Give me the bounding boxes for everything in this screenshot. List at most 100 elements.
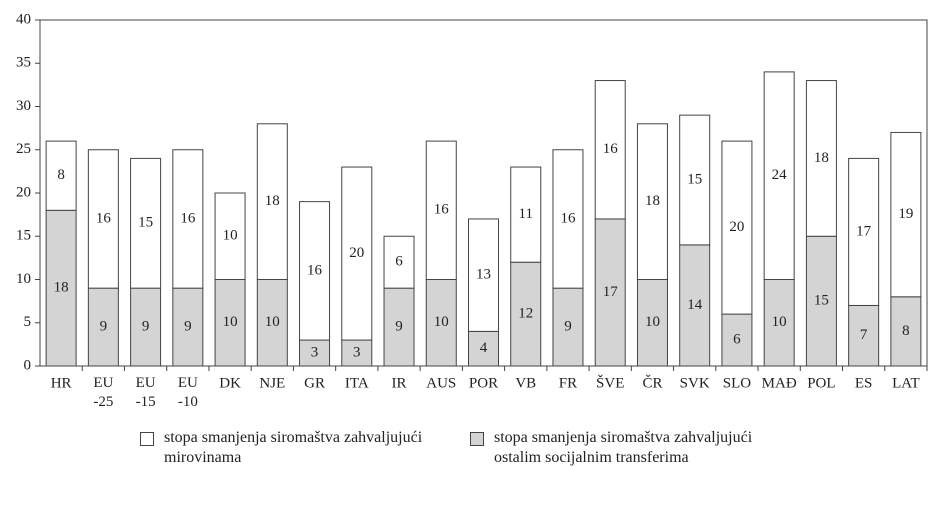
data-label: 6 [395, 254, 403, 270]
y-tick-label: 35 [16, 55, 31, 71]
chart: 0 5 10 15 20 25 30 35 40 HR 18 8 EU -25 9 16 EU -15 9 15 EU -… [16, 11, 928, 410]
bar-segment [425, 140, 457, 280]
data-label: 10 [223, 314, 238, 330]
bar-segment [383, 235, 415, 289]
bar-segment [594, 80, 626, 220]
data-label: 20 [349, 245, 364, 261]
data-label: 16 [96, 210, 112, 226]
data-label: 18 [645, 193, 660, 209]
data-label: 16 [560, 210, 576, 226]
x-tick-label: ITA [345, 375, 369, 391]
bar-segment [130, 157, 162, 289]
data-label: 11 [519, 206, 533, 222]
y-tick-label: 25 [16, 141, 31, 157]
x-tick-label: GR [304, 375, 325, 391]
legend-label: stopa smanjenja siromaštva zahvaljujući … [494, 429, 753, 466]
y-tick-label: 30 [16, 98, 31, 114]
bar-segment [510, 166, 542, 263]
bar-segment [341, 166, 373, 341]
bar-segment [299, 201, 331, 341]
data-label: 9 [564, 319, 572, 335]
x-tick-label: NJE [259, 375, 285, 391]
data-label: 3 [311, 344, 319, 360]
bar-segment [214, 279, 246, 367]
data-label: 17 [856, 223, 872, 239]
data-label: 9 [184, 319, 192, 335]
data-label: 24 [772, 167, 788, 183]
x-tick-label: EU -15 [136, 375, 156, 410]
bar-segment [679, 114, 711, 246]
legend-swatch [470, 432, 484, 446]
data-label: 18 [814, 150, 829, 166]
data-label: 10 [223, 228, 238, 244]
bar-segment [383, 287, 415, 367]
y-tick-label: 5 [24, 314, 32, 330]
bar-segment [805, 235, 837, 367]
data-label: 16 [307, 262, 323, 278]
bar-segment [636, 123, 668, 280]
data-label: 17 [603, 284, 619, 300]
bar-segment [87, 149, 119, 289]
bar-segment [721, 140, 753, 315]
x-tick-label: VB [515, 375, 536, 391]
bar-segment [594, 218, 626, 367]
bar-segment [341, 339, 373, 367]
data-label: 20 [729, 219, 744, 235]
data-label: 19 [898, 206, 913, 222]
bar-segment [172, 149, 204, 289]
legend-label: stopa smanjenja siromaštva zahvaljujući … [164, 429, 423, 466]
legend-swatch [140, 432, 154, 446]
plot-frame [39, 19, 928, 367]
bar-segment [679, 244, 711, 367]
x-tick-label: LAT [892, 375, 920, 391]
data-label: 8 [57, 167, 65, 183]
bar-segment [214, 192, 246, 280]
y-tick-label: 0 [24, 357, 32, 373]
data-label: 3 [353, 344, 361, 360]
data-label: 14 [687, 297, 703, 313]
data-label: 10 [772, 314, 787, 330]
x-tick-label: ES [855, 375, 873, 391]
data-label: 16 [180, 210, 196, 226]
data-label: 9 [395, 319, 403, 335]
bar-segment [763, 71, 795, 281]
data-label: 16 [603, 141, 619, 157]
bar-segment [763, 279, 795, 367]
data-label: 10 [645, 314, 660, 330]
y-tick-label: 15 [16, 228, 31, 244]
x-tick-label: POL [807, 375, 835, 391]
data-label: 16 [434, 202, 450, 218]
bar-segment [299, 339, 331, 367]
x-tick-label: HR [51, 375, 72, 391]
x-tick-label: EU -10 [178, 375, 198, 410]
x-tick-label: EU -25 [93, 375, 113, 410]
x-tick-label: ŠVE [596, 374, 624, 391]
bar-segment [256, 279, 288, 367]
bar-segment [172, 287, 204, 367]
data-label: 9 [142, 319, 150, 335]
y-tick-label: 10 [16, 271, 31, 287]
bar-segment [552, 287, 584, 367]
x-tick-label: SVK [680, 375, 710, 391]
data-label: 4 [480, 340, 488, 356]
legend-item: stopa smanjenja siromaštva zahvaljujući … [470, 428, 790, 468]
x-tick-label: AUS [426, 375, 456, 391]
data-label: 10 [265, 314, 280, 330]
x-tick-label: POR [469, 375, 498, 391]
bar-segment [425, 279, 457, 367]
data-label: 15 [138, 215, 153, 231]
legend-item: stopa smanjenja siromaštva zahvaljujući … [140, 428, 460, 468]
bar-segment [890, 131, 922, 298]
data-label: 12 [518, 306, 533, 322]
bar-segment [510, 261, 542, 367]
bar-segment [805, 80, 837, 237]
bar-segment [45, 140, 77, 211]
bar-segment [468, 218, 499, 332]
x-tick-label: FR [559, 375, 577, 391]
data-label: 10 [434, 314, 449, 330]
x-tick-label: DK [219, 375, 241, 391]
data-label: 18 [265, 193, 280, 209]
data-label: 9 [100, 319, 108, 335]
data-label: 15 [687, 171, 702, 187]
